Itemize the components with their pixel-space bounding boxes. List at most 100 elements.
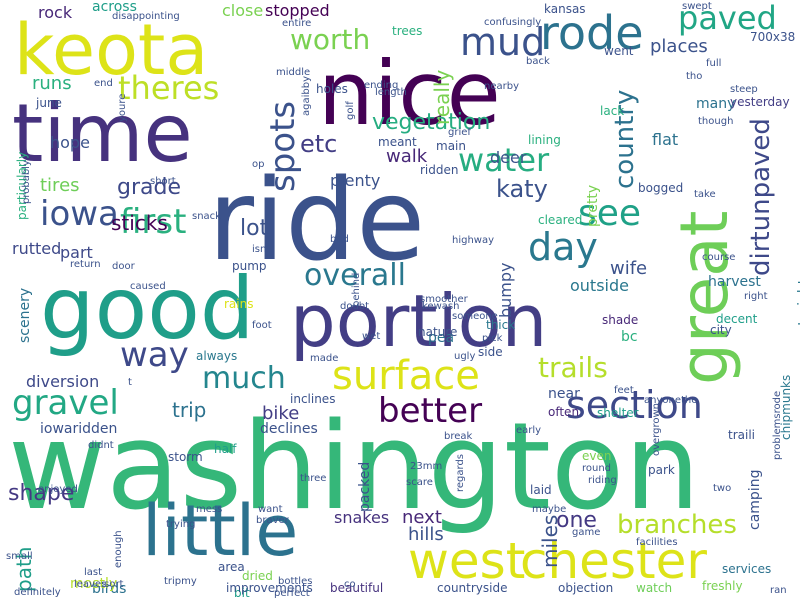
word-washington: washington [8,398,701,537]
word-t: t [128,377,132,388]
word-co: co [344,579,356,590]
word-ending: ending [364,80,399,91]
word-last: last [84,567,103,578]
word-cleared: cleared [538,213,583,227]
word-someone: someone [452,311,498,322]
word-see: see [578,193,642,234]
word-went: went [604,44,634,58]
word-thick: thick [486,318,516,332]
word-watch: watch [636,581,673,595]
word-op: op [252,159,265,170]
word-walk: walk [386,146,428,167]
word-doubt: doubt [340,301,370,312]
word-wet: wet [362,331,381,342]
word-overall: overall [304,258,406,293]
word-snakes: snakes [334,508,390,527]
word-holes: holes [316,82,348,96]
word-short: short [150,176,176,187]
word-section: section [566,383,703,427]
word-small: small [6,551,33,562]
word-bumpy: bumpy [496,262,515,318]
word-sticks: sticks [111,211,168,235]
word-spots: spots [263,100,303,192]
word-trails: trails [538,351,608,384]
word-miles: miles [538,514,562,568]
word-next: next [402,507,442,528]
word-across: across [92,0,137,15]
word-pretty: pretty [585,184,601,227]
word-23mm: 23mm [410,461,443,472]
word-chester: chester [520,532,707,590]
word-problemsrode: problemsrode [772,390,783,460]
word-close: close [222,1,264,20]
word-ran: ran [770,585,787,596]
word-main: main [436,139,466,153]
word-swept: swept [682,1,712,12]
word-places: places [650,36,708,57]
word-disappointing: disappointing [112,11,180,22]
word-definitely: definitely [14,587,61,598]
word-grief: grief [448,127,471,138]
word-much: much [202,361,286,396]
word-perfect: perfect [274,588,310,599]
word-overgrown: overgrown [651,403,662,456]
word-near: near [548,386,580,402]
word-golf: golf [345,101,356,120]
word-probably: probably [21,160,32,204]
word-ugly: ugly [454,351,476,362]
word-area: area [218,560,245,574]
word-camping: camping [747,469,763,530]
word-round: round [582,463,612,474]
word-improvements: improvements [226,581,313,595]
word-mostly: mostly [70,576,118,592]
word-youre: youre [117,93,128,122]
word-freshly: freshly [702,579,743,593]
word-packed: packed [357,461,373,512]
word-mud: mud [460,20,546,64]
word-decent: decent [716,312,758,326]
word-worth: worth [290,23,371,56]
word-wife: wife [610,258,648,279]
word-early: early [516,425,542,436]
word-rock: rock [38,3,73,22]
word-bogged: bogged [638,181,684,195]
word-pick: pick [482,333,503,344]
word-gravel: gravel [12,383,119,423]
word-ride: ride [208,156,426,286]
word-made: made [310,353,339,364]
word-one: one [556,508,597,533]
word-great: great [666,210,743,385]
word-better: better [378,391,483,431]
word-game: game [572,527,601,538]
word-diversion: diversion [26,372,100,391]
word-nice: nice [318,42,501,145]
word-branches: branches [617,510,737,540]
word-riding: riding [588,475,617,486]
word-iowaridden: iowaridden [40,421,118,437]
word-yesterday: yesterday [730,95,790,109]
word-trying: trying [166,519,196,530]
word-nature: nature [418,325,458,339]
word-little: little [142,490,299,572]
word-part: part [60,243,93,262]
word-enjoyed: enjoyed [38,484,78,495]
word-rains: rains [224,297,254,311]
word-iowa: iowa [40,194,119,234]
word-harvest: harvest [708,274,761,290]
word-flat: flat [652,130,679,149]
word-even: even [582,449,612,463]
word-course: course [702,252,736,263]
word-three: three [300,473,327,484]
word-bottles: bottles [278,576,313,587]
word-keota: keota [14,9,209,91]
word-theres: theres [118,69,220,107]
word-end: end [94,78,113,89]
word-rode: rode [540,6,644,60]
word-facilities: facilities [636,537,678,548]
word-good: good [40,259,255,359]
word-katy: katy [496,175,548,203]
word-break: break [444,431,473,442]
word-ridden: ridden [420,163,459,177]
word-kewash: kewash [422,301,460,312]
